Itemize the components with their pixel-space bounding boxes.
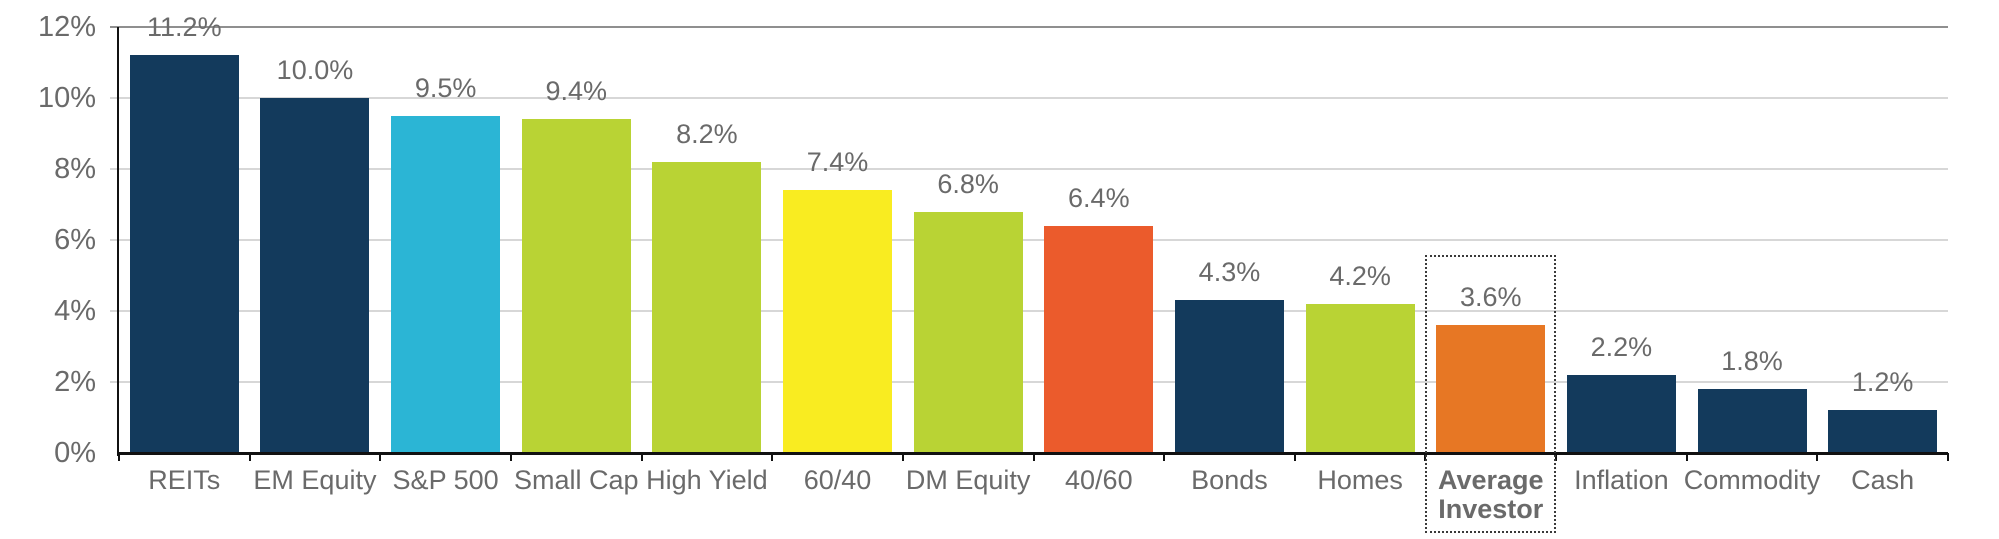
bar <box>1305 303 1415 453</box>
bar-value-label: 10.0% <box>276 55 354 85</box>
y-grid-line <box>119 239 1948 241</box>
bar <box>783 190 893 453</box>
y-grid-line <box>119 168 1948 170</box>
x-axis-tick <box>509 453 512 461</box>
x-category-label: S&P 500 <box>392 465 499 495</box>
x-axis-line <box>117 452 1948 455</box>
bar-value-label: 4.3% <box>1198 257 1261 288</box>
x-category-label: REITs <box>148 465 221 495</box>
bar <box>129 55 239 453</box>
x-category-label: DM Equity <box>905 465 1031 495</box>
y-axis-tick <box>110 239 119 241</box>
x-axis-tick <box>901 453 904 461</box>
y-axis-line <box>117 27 119 456</box>
x-category-label: High Yield <box>646 465 768 495</box>
y-axis-label: 12% <box>37 11 96 43</box>
x-category-label: EM Equity <box>253 465 377 495</box>
x-category-label: 60/40 <box>803 465 872 495</box>
x-axis-tick <box>118 453 120 461</box>
bar-value-label: 4.2% <box>1329 260 1391 291</box>
x-axis-tick <box>379 453 382 461</box>
x-axis-tick <box>1293 453 1296 461</box>
bar-value-label: 1.8% <box>1721 346 1783 377</box>
y-axis-tick <box>110 381 119 383</box>
x-category-label: Homes <box>1317 465 1403 495</box>
bar <box>391 115 501 453</box>
bar-value-label: 2.2% <box>1590 331 1653 362</box>
x-category-label: Small Cap <box>513 465 639 495</box>
y-axis-tick <box>110 26 119 28</box>
bar-value-label: 9.4% <box>545 76 608 107</box>
bar-value-label: 9.5% <box>414 72 477 103</box>
x-axis-tick <box>1555 453 1558 461</box>
x-category-label: Inflation <box>1574 465 1669 495</box>
x-axis-tick <box>248 453 251 461</box>
y-axis-tick <box>110 97 119 99</box>
y-axis-label: 10% <box>37 82 96 114</box>
highlight-box <box>1425 255 1557 533</box>
y-grid-line <box>119 26 1948 28</box>
y-axis-label: 0% <box>54 437 96 469</box>
y-axis-tick <box>110 168 119 170</box>
x-axis-tick <box>640 453 643 461</box>
bar <box>1566 374 1676 453</box>
bar <box>1044 225 1154 453</box>
bar-value-label: 1.2% <box>1851 367 1914 398</box>
x-axis-tick <box>1947 453 1949 461</box>
bar-value-label: 6.4% <box>1068 182 1130 213</box>
bar-value-label: 3.6% <box>1459 282 1522 313</box>
bar <box>521 119 631 453</box>
bar-value-label: 11.2% <box>147 12 222 43</box>
y-grid-line <box>119 97 1948 99</box>
bar <box>913 211 1023 453</box>
x-axis-tick <box>1032 453 1035 461</box>
y-axis-label: 4% <box>54 295 96 327</box>
x-axis-tick <box>1163 453 1166 461</box>
y-axis-label: 2% <box>54 366 96 398</box>
x-category-label: Cash <box>1851 465 1915 495</box>
bar-value-label: 8.2% <box>676 118 738 149</box>
x-category-label: Average Investor <box>1437 465 1544 525</box>
y-grid-line <box>119 310 1948 312</box>
x-axis-tick <box>1685 453 1688 461</box>
y-axis-label: 6% <box>54 224 96 256</box>
bar-value-label: 6.8% <box>937 168 999 199</box>
y-axis-label: 8% <box>54 153 96 185</box>
bar <box>1174 300 1284 453</box>
x-axis-tick <box>771 453 774 461</box>
x-category-label: Bonds <box>1191 465 1268 495</box>
bar <box>1697 389 1807 453</box>
x-category-label: Commodity <box>1683 465 1821 495</box>
bar <box>1828 410 1938 453</box>
x-axis-tick <box>1816 453 1819 461</box>
y-grid-line <box>119 381 1948 383</box>
bar <box>1436 325 1546 453</box>
bar <box>652 161 762 453</box>
x-category-label: 40/60 <box>1065 465 1133 495</box>
bar <box>260 98 370 453</box>
bar-value-label: 7.4% <box>806 147 869 178</box>
y-axis-tick <box>110 310 119 312</box>
